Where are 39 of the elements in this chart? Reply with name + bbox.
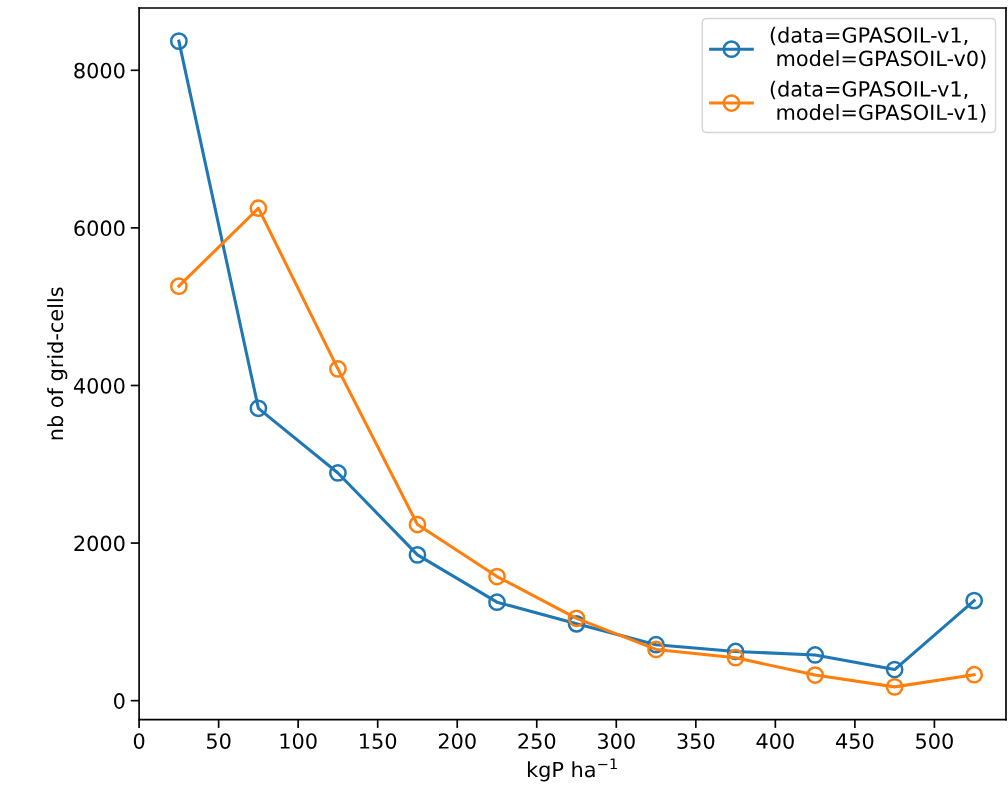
x-tick-label: 150 [360,733,397,749]
point [806,666,824,684]
x-tick-label: 350 [677,733,715,749]
x-tick-label: 250 [518,733,556,749]
x-tick-label: 0 [133,733,145,749]
x-tick-label: 500 [916,733,953,749]
point [249,399,268,418]
x-tick-label: 100 [280,733,317,749]
point [169,32,188,51]
point [726,648,745,667]
x-tick-label: 400 [756,733,794,749]
point [329,464,347,482]
point [169,277,188,296]
point [806,646,824,664]
y-axis-title: nb of grid-cells [47,287,68,440]
y-tick-label: 0 [114,693,125,709]
legend-label: (data=GPASOIL-v1, model=GPASOIL-v0) [770,26,986,69]
point [408,546,427,564]
legend-label: (data=GPASOIL-v1, model=GPASOIL-v1) [770,80,986,123]
x-tick-label: 50 [206,733,231,749]
x-tick-label: 300 [597,733,635,749]
point [567,609,586,628]
point [329,360,347,378]
point [965,665,984,684]
point [488,567,506,586]
x-tick-label: 200 [438,733,476,749]
y-tick-label: 2000 [74,535,125,552]
point [885,660,904,679]
point [249,199,268,218]
point [408,515,427,534]
point [647,640,665,659]
point [488,593,506,612]
y-tick-label: 6000 [74,220,125,237]
y-tick-label: 8000 [74,62,125,79]
x-axis-title: kgP ha$^{−1}$ [527,758,617,782]
point [885,677,904,696]
y-tick-label: 4000 [73,377,125,394]
point [965,591,984,610]
x-tick-label: 450 [836,733,874,749]
